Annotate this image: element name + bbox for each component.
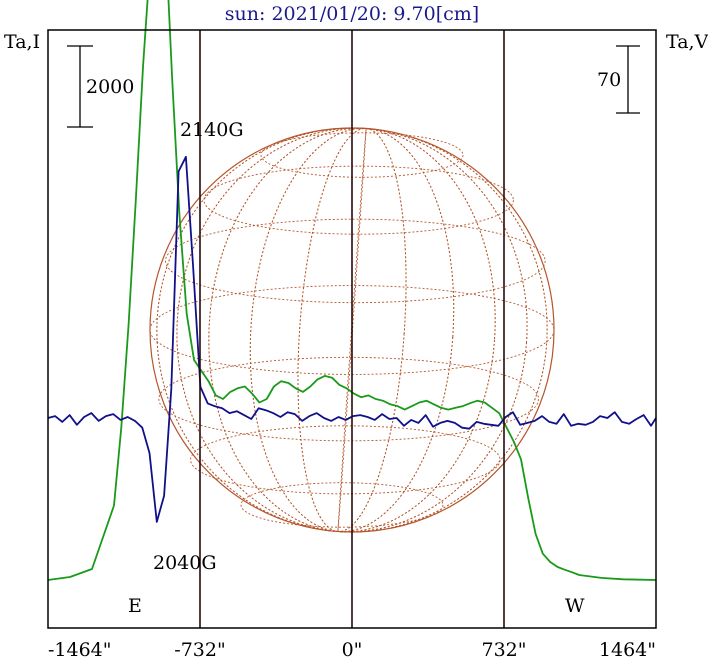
series-stokes-i-line xyxy=(47,0,657,581)
right-scale-bar: 70 xyxy=(597,45,640,114)
right-axis-label: Ta,V xyxy=(666,31,708,53)
left-axis-label: Ta,I xyxy=(4,31,40,53)
x-tick-labels: -1464" -732" 0" 732" 1464" xyxy=(48,639,656,661)
right-scale-label: 70 xyxy=(597,69,621,91)
x-tick-label: 0" xyxy=(342,639,363,661)
latitude-line xyxy=(260,132,464,178)
longitude-line xyxy=(176,127,528,533)
left-scale-label: 2000 xyxy=(86,76,134,98)
marker-label-E: E xyxy=(128,595,142,617)
annotation-2140G: 2140G xyxy=(180,119,244,141)
series-stokes-v-line xyxy=(47,155,657,523)
chart-title: sun: 2021/01/20: 9.70[cm] xyxy=(225,3,479,25)
x-tick-label: 1464" xyxy=(599,639,656,661)
longitude-line xyxy=(156,127,548,533)
x-tick-label: -1464" xyxy=(48,639,112,661)
plot-frame xyxy=(47,29,657,629)
left-scale-bar: 2000 xyxy=(67,45,134,128)
x-tick-label: 732" xyxy=(481,639,526,661)
latitude-line xyxy=(203,165,514,235)
marker-layer xyxy=(199,30,505,628)
latitude-line xyxy=(158,356,539,442)
latitude-line xyxy=(190,425,501,495)
annotation-2040G: 2040G xyxy=(153,552,217,574)
series-layer xyxy=(47,0,657,581)
marker-label-W: W xyxy=(565,595,585,617)
latitude-line xyxy=(165,218,546,304)
x-tick-label: -732" xyxy=(174,639,225,661)
